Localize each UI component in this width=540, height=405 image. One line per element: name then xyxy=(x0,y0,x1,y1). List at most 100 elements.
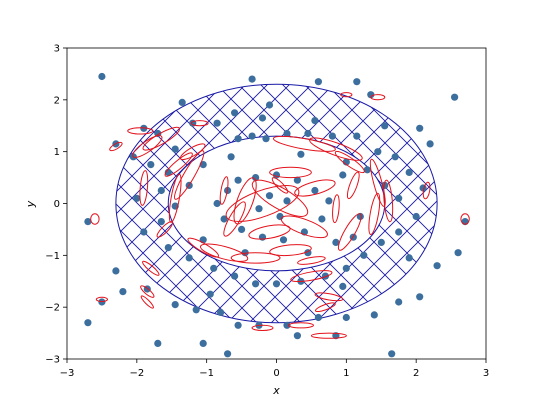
ellipse-30 xyxy=(140,285,155,298)
x-tick-label-3: 0 xyxy=(273,368,279,379)
data-point-88 xyxy=(199,339,207,347)
data-point-100 xyxy=(297,150,305,158)
data-point-74 xyxy=(234,321,242,329)
ellipse-23 xyxy=(269,244,312,257)
data-point-15 xyxy=(304,129,312,138)
data-point-56 xyxy=(238,225,246,233)
data-point-62 xyxy=(255,205,263,213)
ellipse-49 xyxy=(340,92,353,98)
data-point-49 xyxy=(293,176,301,184)
data-point-32 xyxy=(210,264,218,272)
data-point-30 xyxy=(164,244,172,252)
ellipse-11 xyxy=(179,143,206,161)
data-point-33 xyxy=(231,272,239,280)
data-point-11 xyxy=(234,135,242,143)
ellipse-5 xyxy=(248,224,291,240)
ellipse-4 xyxy=(280,215,328,239)
data-point-54 xyxy=(279,236,288,244)
data-point-28 xyxy=(157,218,165,226)
data-point-67 xyxy=(199,236,207,244)
plot-area xyxy=(84,72,470,358)
data-point-110 xyxy=(381,122,389,130)
data-point-47 xyxy=(252,174,260,182)
data-point-111 xyxy=(311,117,319,125)
data-point-78 xyxy=(342,313,350,322)
ellipse-10 xyxy=(164,152,193,177)
x-tick-label-5: 2 xyxy=(413,368,419,379)
x-tick-label-6: 3 xyxy=(483,368,489,379)
ellipse-36 xyxy=(271,177,289,194)
x-tick-label-2: −1 xyxy=(199,368,214,379)
ellipse-9 xyxy=(168,173,182,223)
ellipse-2 xyxy=(233,177,257,225)
data-point-112 xyxy=(231,109,239,117)
data-point-92 xyxy=(388,350,396,358)
data-point-39 xyxy=(360,251,368,259)
data-point-18 xyxy=(374,148,382,156)
data-point-12 xyxy=(248,132,256,140)
data-point-80 xyxy=(395,298,403,306)
data-point-60 xyxy=(265,192,274,200)
data-point-101 xyxy=(339,171,347,179)
ellipse-24 xyxy=(187,237,219,258)
ellipse-18 xyxy=(383,179,394,223)
ellipse-1 xyxy=(251,179,309,217)
ellipse-28 xyxy=(156,221,174,238)
x-axis-label: x xyxy=(272,384,280,397)
ellipse-0 xyxy=(225,185,300,222)
ellipse-37 xyxy=(422,181,431,200)
data-point-25 xyxy=(157,186,165,195)
data-point-82 xyxy=(433,262,441,270)
data-point-84 xyxy=(84,218,92,226)
data-point-58 xyxy=(213,199,221,208)
data-point-99 xyxy=(227,153,235,161)
data-point-31 xyxy=(185,254,193,262)
ellipse-21 xyxy=(199,243,249,262)
ellipse-6 xyxy=(223,201,246,237)
ellipse-38 xyxy=(109,141,123,152)
ellipse-42 xyxy=(287,322,314,329)
data-point-109 xyxy=(171,145,179,153)
data-point-73 xyxy=(217,308,225,316)
ellipse-27 xyxy=(139,170,149,206)
data-point-43 xyxy=(395,194,403,202)
data-point-51 xyxy=(325,197,333,205)
ellipse-12 xyxy=(132,135,163,158)
data-point-106 xyxy=(332,238,340,246)
y-tick-label-3: 0 xyxy=(54,199,60,210)
ellipse-16 xyxy=(334,150,365,174)
ellipse-15 xyxy=(309,137,363,161)
data-point-61 xyxy=(283,197,291,205)
data-point-108 xyxy=(339,282,347,290)
ellipse-20 xyxy=(337,213,362,251)
data-point-3 xyxy=(353,78,361,86)
data-point-87 xyxy=(154,339,162,347)
data-point-96 xyxy=(416,124,424,132)
data-point-19 xyxy=(391,153,399,161)
data-point-35 xyxy=(272,280,281,288)
ellipse-22 xyxy=(230,252,281,264)
data-point-14 xyxy=(283,129,291,138)
data-point-0 xyxy=(98,72,106,81)
ellipse-19 xyxy=(368,192,381,235)
data-point-10 xyxy=(213,119,221,127)
ellipse-45 xyxy=(370,94,386,101)
ellipse-33 xyxy=(297,256,326,265)
ellipse-32 xyxy=(314,292,344,302)
ellipse-13 xyxy=(142,126,181,151)
y-tick-label-1: −2 xyxy=(45,303,60,314)
data-point-38 xyxy=(342,264,350,272)
ellipse-35 xyxy=(219,176,229,205)
ellipse-25 xyxy=(290,270,333,283)
data-point-6 xyxy=(178,98,186,106)
data-point-77 xyxy=(314,313,322,322)
data-point-4 xyxy=(314,78,322,86)
data-point-103 xyxy=(356,212,364,221)
data-point-41 xyxy=(395,228,403,236)
data-point-63 xyxy=(276,212,284,221)
data-point-45 xyxy=(363,166,371,174)
ellipse-48 xyxy=(460,213,470,225)
data-point-1 xyxy=(451,93,459,101)
data-point-89 xyxy=(224,350,232,358)
data-point-57 xyxy=(220,215,228,223)
